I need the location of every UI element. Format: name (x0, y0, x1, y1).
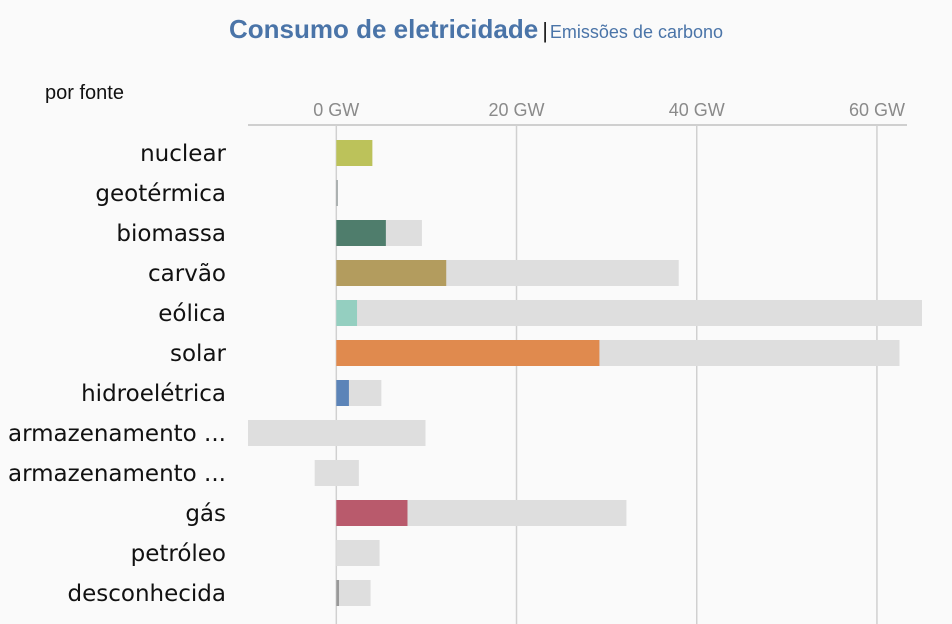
category-label: armazenamento ... (8, 421, 226, 447)
tab-emissoes-carbono[interactable]: Emissões de carbono (549, 22, 723, 42)
category-label: desconhecida (68, 581, 226, 607)
axis-ticks: 0 GW 20 GW 40 GW 60 GW (313, 100, 905, 120)
x-tick-label: 0 GW (313, 100, 359, 120)
value-bar[interactable] (336, 140, 373, 166)
value-bar[interactable] (336, 300, 358, 326)
tab-consumo-eletricidade[interactable]: Consumo de eletricidade (229, 14, 539, 44)
tab-separator: | (542, 18, 548, 43)
value-bar[interactable] (336, 260, 447, 286)
value-bar[interactable] (336, 340, 600, 366)
value-bar[interactable] (336, 500, 408, 526)
category-label: geotérmica (95, 181, 226, 207)
range-bar[interactable] (336, 580, 371, 606)
category-label: armazenamento ... (8, 461, 226, 487)
x-tick-label: 40 GW (669, 100, 725, 120)
category-label: solar (170, 341, 227, 367)
category-label: eólica (158, 301, 226, 327)
value-bar[interactable] (336, 380, 349, 406)
category-labels: nuclear geotérmica biomassa carvão eólica sol… (8, 141, 227, 607)
range-bar[interactable] (248, 420, 426, 446)
value-bar[interactable] (336, 220, 386, 246)
category-label: biomassa (116, 221, 226, 247)
value-bar[interactable] (336, 580, 340, 606)
range-bar[interactable] (336, 300, 922, 326)
chart-header: Consumo de eletricidade | Emissões de carb… (0, 14, 952, 45)
category-label: petróleo (131, 541, 226, 567)
category-label: nuclear (140, 141, 226, 167)
category-label: carvão (148, 261, 226, 287)
range-bar[interactable] (336, 540, 380, 566)
x-tick-label: 60 GW (849, 100, 905, 120)
value-bars (336, 140, 600, 606)
category-label: gás (185, 501, 226, 527)
chart-subtitle: por fonte (45, 82, 124, 104)
category-label: hidroelétrica (81, 381, 226, 407)
range-bars (248, 140, 922, 606)
value-bar[interactable] (336, 180, 338, 206)
x-tick-label: 20 GW (489, 100, 545, 120)
range-bar[interactable] (314, 460, 359, 486)
